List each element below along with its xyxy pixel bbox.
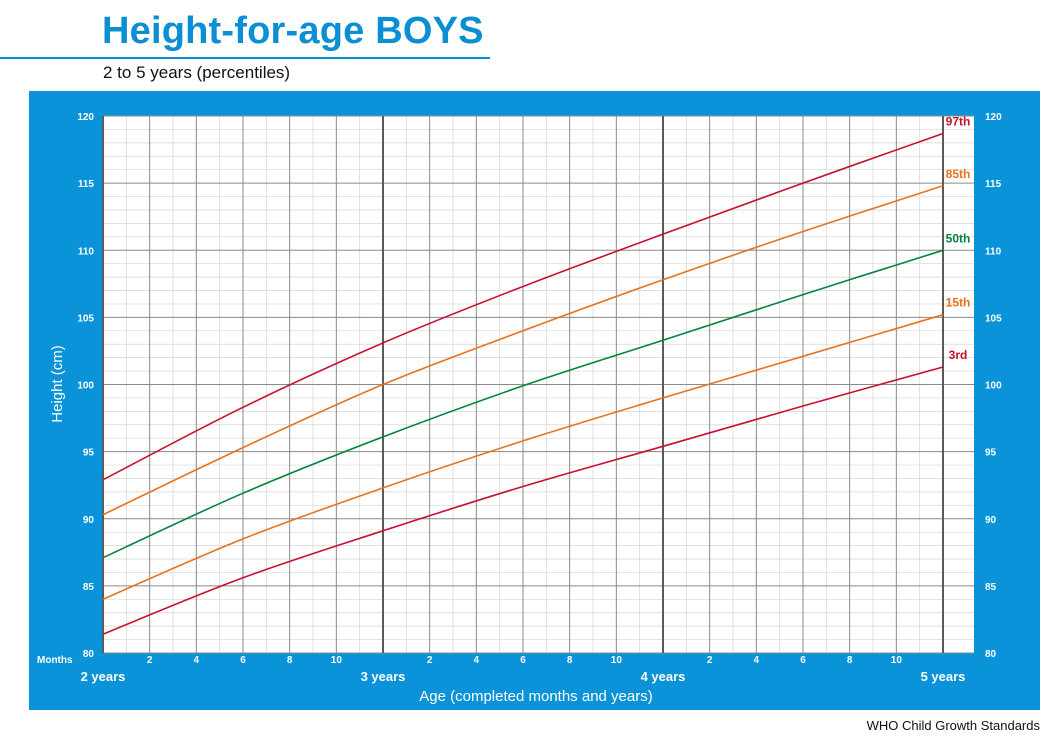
series-label-15th: 15th (946, 296, 971, 310)
x-month-tick-label: 4 (194, 655, 200, 666)
x-year-tick-label: 4 years (641, 669, 686, 684)
y-tick-label-right: 110 (985, 246, 1002, 257)
y-tick-label-left: 80 (83, 649, 95, 660)
x-month-tick-label: 4 (474, 655, 480, 666)
series-label-97th: 97th (946, 114, 971, 128)
x-month-tick-label: 6 (800, 655, 806, 666)
x-year-tick-label: 3 years (361, 669, 406, 684)
title-underline (0, 57, 490, 59)
y-tick-label-left: 95 (83, 448, 95, 459)
x-month-tick-label: 2 (707, 655, 713, 666)
y-tick-label-right: 105 (985, 313, 1002, 324)
y-tick-label-left: 110 (78, 246, 95, 257)
x-month-tick-label: 2 (147, 655, 153, 666)
curve-3rd (102, 366, 944, 635)
x-month-tick-label: 10 (891, 655, 903, 666)
x-month-tick-label: 10 (611, 655, 623, 666)
y-tick-label-right: 80 (985, 649, 997, 660)
x-month-tick-label: 2 (427, 655, 433, 666)
y-tick-label-left: 115 (78, 179, 95, 190)
y-tick-label-right: 85 (985, 582, 997, 593)
y-tick-label-left: 100 (77, 381, 94, 392)
x-month-tick-label: 8 (847, 655, 853, 666)
y-tick-label-right: 100 (985, 381, 1002, 392)
series-label-3rd: 3rd (949, 348, 968, 362)
page-title: Height-for-age BOYS (102, 10, 484, 52)
y-tick-label-right: 115 (985, 179, 1002, 190)
y-tick-label-right: 120 (985, 112, 1002, 123)
curve-85th (102, 185, 944, 516)
y-tick-label-left: 85 (83, 582, 95, 593)
curve-50th (102, 249, 944, 559)
page-subtitle: 2 to 5 years (percentiles) (103, 63, 291, 82)
y-tick-label-left: 105 (77, 313, 94, 324)
x-axis-title: Age (completed months and years) (419, 688, 652, 705)
axis-labels: 80 80 85 85 90 90 95 95 100 100 105 105 110 110 115 115… (77, 112, 1002, 684)
y-axis-title: Height (cm) (49, 345, 66, 423)
source-credit: WHO Child Growth Standards (866, 718, 1040, 733)
series-label-50th: 50th (946, 231, 971, 245)
x-month-tick-label: 8 (287, 655, 293, 666)
x-month-tick-label: 8 (567, 655, 573, 666)
curve-15th (102, 313, 944, 601)
percentile-curves: 97th 85th 50th 15th 3rd (102, 114, 971, 635)
curve-97th (102, 132, 944, 481)
y-tick-label-left: 120 (77, 112, 94, 123)
x-month-tick-label: 6 (240, 655, 246, 666)
series-label-85th: 85th (946, 167, 971, 181)
x-year-tick-label: 2 years (81, 669, 126, 684)
x-month-tick-label: 4 (754, 655, 760, 666)
x-unit-label: Months (37, 655, 73, 666)
x-month-tick-label: 10 (331, 655, 343, 666)
x-year-tick-label: 5 years (921, 669, 966, 684)
y-tick-label-left: 90 (83, 515, 95, 526)
y-tick-label-right: 90 (985, 515, 997, 526)
x-month-tick-label: 6 (520, 655, 526, 666)
y-tick-label-right: 95 (985, 448, 997, 459)
grid (102, 115, 974, 654)
